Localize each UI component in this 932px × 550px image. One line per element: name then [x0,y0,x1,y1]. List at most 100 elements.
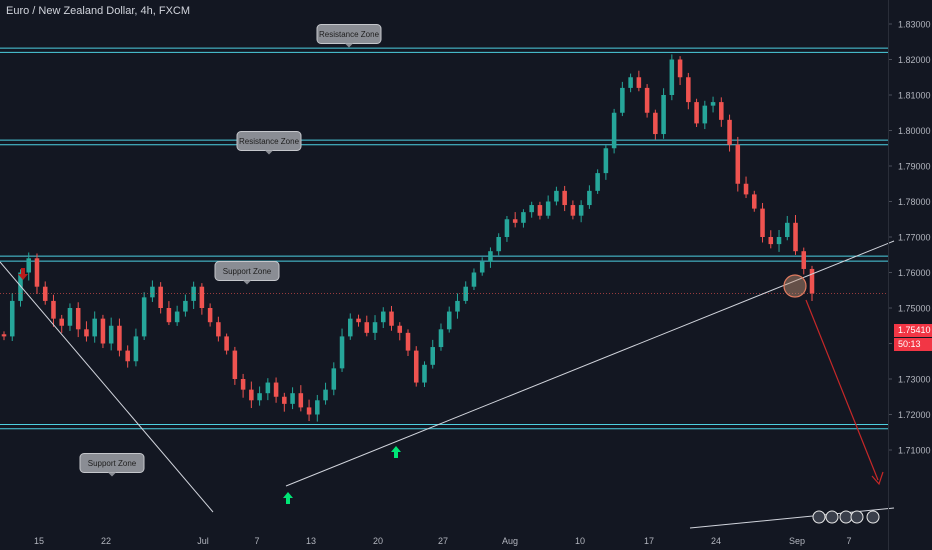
candle-body [776,237,782,245]
event-marker-icon [812,510,826,524]
candle-body [306,407,312,415]
candle-body [438,329,444,348]
candle-body [562,190,567,206]
candle-body [315,400,320,415]
candle-body [677,59,683,78]
x-tick-label: 7 [254,536,259,546]
candle-body [158,286,163,308]
y-tick-label: 1.76000 [898,268,931,278]
candle-body [34,258,40,287]
candle-body [339,336,345,369]
candle-body [331,368,337,390]
candle-body [249,389,254,401]
projection-arrow-line [805,299,879,481]
down-arrow-icon [18,268,28,280]
y-tick-label: 1.81000 [898,91,931,101]
candle-body [26,258,32,273]
candle-body [521,212,526,223]
projection-arrowhead [871,471,884,486]
candle-body [273,382,279,397]
y-tick-label: 1.77000 [898,233,931,243]
candle-body [752,194,757,209]
event-marker-icon [839,510,853,524]
y-tick-label: 1.72000 [898,410,931,420]
x-tick-label: 22 [101,536,111,546]
candle-body [455,300,460,312]
candle-body [760,208,765,237]
zone-label-pointer [345,43,353,48]
candle-body [199,286,205,308]
candle-body [587,190,592,206]
x-tick-label: Aug [502,536,518,546]
candle-body [356,318,361,323]
candle-body [59,318,64,326]
candle-body [793,222,798,252]
y-tick-label: 1.79000 [898,162,931,172]
candle-body [108,325,114,344]
zone-label-text: Support Zone [223,267,272,276]
candle-body [150,286,155,298]
candle-body [207,308,213,323]
candle-body [298,393,304,408]
candle-body [595,173,600,191]
candle-body [537,205,543,216]
zone-label-text: Resistance Zone [319,30,380,39]
candle-body [727,119,732,145]
event-marker-icon [866,510,880,524]
candle-body [141,297,147,337]
zone-label-text: Resistance Zone [239,137,300,146]
x-tick-label: 20 [373,536,383,546]
candle-body [653,112,658,135]
candle-body [67,308,73,326]
x-tick-label: 27 [438,536,448,546]
candle-body [743,183,749,195]
x-tick-label: 17 [644,536,654,546]
candle-body [611,112,617,149]
candle-body [216,322,221,337]
candle-body [446,311,452,330]
candle-body [117,325,122,351]
candle-body [686,77,691,103]
candle-body [422,364,427,383]
x-tick-label: 13 [306,536,316,546]
up-arrow-icon [391,446,401,458]
candle-body [636,77,642,88]
x-tick-label: 15 [34,536,44,546]
candle-body [413,350,419,383]
candle-body [84,329,89,337]
breakout-circle [783,274,807,298]
candle-body [702,105,708,124]
candle-body [257,393,262,401]
price-axis-separator [888,0,889,550]
candle-body [479,261,485,273]
candle-body [801,251,807,269]
candle-body [240,379,246,390]
candle-body [570,205,576,216]
candle-body [554,190,559,202]
zone-label-pointer [265,150,273,155]
candle-body [471,272,477,287]
candle-body [735,144,741,184]
y-tick-label: 1.78000 [898,197,931,207]
candle-body [496,237,501,252]
candle-body [372,322,378,333]
candle-body [784,222,790,237]
candle-body [183,300,188,312]
y-tick-label: 1.71000 [898,446,931,456]
candle-body [191,286,196,301]
candle-body [694,102,699,124]
candle-body [92,318,97,337]
candle-body [768,237,774,245]
candle-body [174,311,180,323]
candle-body [9,300,15,337]
y-tick-label: 1.80000 [898,126,931,136]
candle-body [529,205,534,213]
candle-body [265,382,271,394]
zone-label-text: Support Zone [88,459,137,468]
y-tick-label: 1.73000 [898,375,931,385]
candle-body [504,219,510,237]
candle-body [397,325,403,333]
event-marker-icon [850,510,864,524]
candle-body [232,350,238,379]
